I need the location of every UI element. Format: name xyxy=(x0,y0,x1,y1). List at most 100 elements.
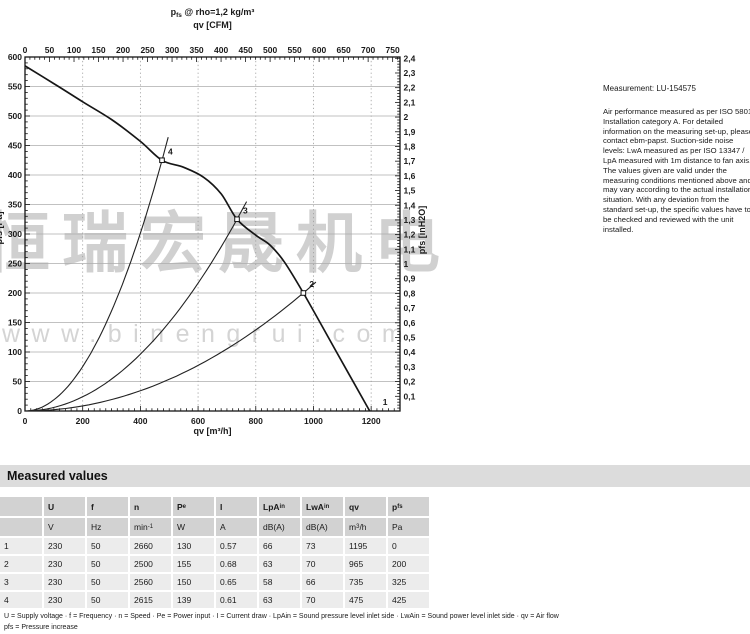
y-left-tick-label: 450 xyxy=(8,141,22,151)
table-cell-r1c3: 2660 xyxy=(130,538,171,554)
y-right-tick-label: 1,2 xyxy=(404,230,416,240)
system-curve-2 xyxy=(24,281,317,412)
row-number-3: 3 xyxy=(0,574,42,590)
column-unit-Hz: Hz xyxy=(87,518,128,536)
top-tick-label: 50 xyxy=(45,45,55,55)
top-tick-label: 550 xyxy=(288,45,302,55)
top-tick-label: 700 xyxy=(361,45,375,55)
column-header-qv: qv xyxy=(345,497,386,516)
column-header-f: f xyxy=(87,497,128,516)
y-left-tick-label: 500 xyxy=(8,111,22,121)
chart-curves: 4 3 2 1 xyxy=(24,65,388,412)
x-tick-label: 0 xyxy=(23,416,28,426)
table-cell-r2c5: 0.68 xyxy=(216,556,257,572)
y-left-tick-label: 400 xyxy=(8,170,22,180)
y-left-tick-label: 0 xyxy=(17,406,22,416)
y-left-tick-label: 50 xyxy=(13,377,23,387)
y-right-tick-label: 2,1 xyxy=(404,97,416,107)
y-left-tick-label: 550 xyxy=(8,82,22,92)
top-tick-label: 300 xyxy=(165,45,179,55)
y-right-tick-label: 0,2 xyxy=(404,377,416,387)
table-cell-r4c4: 139 xyxy=(173,592,214,608)
y-right-tick-label: 1,1 xyxy=(404,244,416,254)
table-cell-r1c6: 66 xyxy=(259,538,300,554)
y-right-tick-label: 2,2 xyxy=(404,83,416,93)
y-right-tick-label: 2,3 xyxy=(404,68,416,78)
table-cell-r4c6: 63 xyxy=(259,592,300,608)
table-cell-r1c2: 50 xyxy=(87,538,128,554)
y-right-tick-label: 0,3 xyxy=(404,362,416,372)
table-cell-r1c9: 0 xyxy=(388,538,429,554)
measured-values-band: Measured values xyxy=(0,465,750,487)
y-right-tick-label: 1,9 xyxy=(404,127,416,137)
measurement-conditions-text: Air performance measured as per ISO 5801… xyxy=(603,107,750,234)
table-cell-r3c4: 150 xyxy=(173,574,214,590)
operating-point-3 xyxy=(234,216,240,223)
operating-point-2 xyxy=(300,290,307,296)
y-right-tick-label: 1,4 xyxy=(404,200,416,210)
y-left-tick-label: 600 xyxy=(8,52,22,62)
chart-frame xyxy=(24,56,401,412)
measurement-note: Measurement: LU-154575 Air performance m… xyxy=(603,84,750,234)
y-right-tick-label: 1,3 xyxy=(404,215,416,225)
y-right-tick-label: 0,9 xyxy=(404,274,416,284)
column-unit-min: min -1 xyxy=(130,518,171,536)
watermark-url-text: www.binengrui.com xyxy=(2,320,415,348)
y-right-tick-label: 1,8 xyxy=(404,141,416,151)
table-cell-r4c2: 50 xyxy=(87,592,128,608)
y-right-tick-label: 1,5 xyxy=(404,186,416,196)
table-cell-r3c5: 0.65 xyxy=(216,574,257,590)
table-cell-r2c4: 155 xyxy=(173,556,214,572)
y-right-tick-label: 0,1 xyxy=(404,391,416,401)
system-curve-3 xyxy=(24,201,248,412)
table-cell-r2c9: 200 xyxy=(388,556,429,572)
column-header-LwA: LwA in xyxy=(302,497,343,516)
table-cell-r2c1: 230 xyxy=(44,556,85,572)
column-header-LpA: LpA in xyxy=(259,497,300,516)
top-tick-label: 600 xyxy=(312,45,326,55)
top-tick-label: 150 xyxy=(91,45,105,55)
top-tick-label: 0 xyxy=(23,45,28,55)
x-tick-label: 800 xyxy=(249,416,263,426)
row-number-4: 4 xyxy=(0,592,42,608)
table-cell-r3c1: 230 xyxy=(44,574,85,590)
y-left-tick-label: 300 xyxy=(8,229,22,239)
y-right-tick-label: 2 xyxy=(404,112,409,122)
x-tick-label: 1000 xyxy=(304,416,323,426)
table-cell-r1c5: 0.57 xyxy=(216,538,257,554)
right-axis-title: pfs [inH2O] xyxy=(417,206,427,255)
y-right-tick-label: 1,6 xyxy=(404,171,416,181)
y-right-tick-label: 1 xyxy=(404,259,409,269)
watermark-cjk-text: 恒瑞宏晟机电 xyxy=(0,206,452,280)
table-cell-r3c3: 2560 xyxy=(130,574,171,590)
table-cell-r2c8: 965 xyxy=(345,556,386,572)
top-tick-label: 100 xyxy=(67,45,81,55)
top-tick-label: 400 xyxy=(214,45,228,55)
table-cell-r3c9: 325 xyxy=(388,574,429,590)
row-number-1: 1 xyxy=(0,538,42,554)
table-cell-r4c8: 475 xyxy=(345,592,386,608)
table-cell-r4c3: 2615 xyxy=(130,592,171,608)
fan-curve xyxy=(24,65,371,412)
x-tick-label: 200 xyxy=(76,416,90,426)
system-curve-4 xyxy=(24,137,169,412)
column-unit-V: V xyxy=(44,518,85,536)
section-title: Measured values xyxy=(7,469,108,483)
y-left-tick-label: 150 xyxy=(8,318,22,328)
column-unit-A: A xyxy=(216,518,257,536)
table-cell-r3c7: 66 xyxy=(302,574,343,590)
column-unit-dB(A): dB(A) xyxy=(302,518,343,536)
y-right-tick-label: 2,4 xyxy=(404,53,416,63)
y-left-tick-label: 100 xyxy=(8,347,22,357)
y-left-tick-label: 250 xyxy=(8,259,22,269)
table-footnote-line2: pfs = Pressure increase xyxy=(4,624,78,631)
point-label-2: 2 xyxy=(309,279,314,289)
chart-title: pfs @ rho=1,2 kg/m³ xyxy=(171,7,255,19)
point-label-3: 3 xyxy=(243,205,248,215)
top-tick-label: 350 xyxy=(189,45,203,55)
